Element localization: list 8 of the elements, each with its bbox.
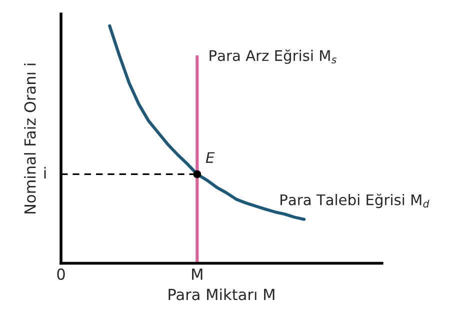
- series-label: Para Arz Eğrisi M$_{s}$: [210, 49, 336, 64]
- annotation: E: [206, 152, 215, 163]
- y-axis-title: Nominal Faiz Oranı i: [24, 64, 36, 214]
- x-tick-label: 0: [57, 268, 65, 280]
- text: i: [44, 166, 46, 178]
- series-label: Para Talebi Eğrisi M$_{d}$: [280, 194, 430, 208]
- x-tick-label: M: [192, 268, 202, 280]
- x-axis-title: Para Miktarı M: [168, 288, 274, 300]
